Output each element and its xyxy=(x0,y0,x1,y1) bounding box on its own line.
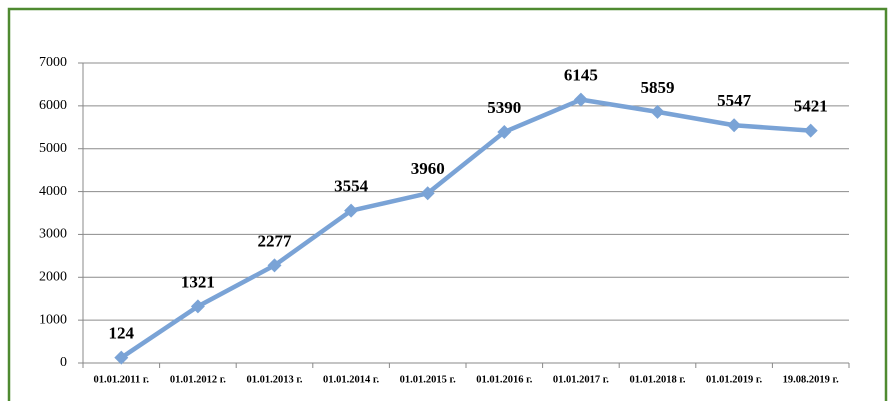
data-label: 1321 xyxy=(181,272,215,291)
x-tick-label: 01.01.2019 г. xyxy=(706,374,762,385)
data-label: 5421 xyxy=(794,97,828,116)
x-tick-label: 01.01.2015 г. xyxy=(400,374,456,385)
y-tick-label: 1000 xyxy=(39,312,67,327)
x-tick-label: 01.01.2017 г. xyxy=(553,374,609,385)
y-tick-label: 4000 xyxy=(39,184,67,199)
y-tick-label: 3000 xyxy=(39,227,67,242)
marker xyxy=(573,92,588,107)
marker xyxy=(344,203,359,218)
x-tick-label: 01.01.2016 г. xyxy=(476,374,532,385)
y-tick-label: 7000 xyxy=(39,55,67,70)
marker xyxy=(803,123,818,138)
y-tick-label: 6000 xyxy=(39,98,67,113)
frame xyxy=(7,7,888,401)
marker xyxy=(114,350,129,365)
y-tick-label: 2000 xyxy=(39,270,67,285)
data-label: 2277 xyxy=(258,231,293,250)
data-label: 5859 xyxy=(641,78,675,97)
data-label: 5547 xyxy=(717,91,752,110)
marker xyxy=(190,299,205,314)
x-tick-label: 01.01.2013 г. xyxy=(246,374,302,385)
y-tick-label: 5000 xyxy=(39,141,67,156)
x-tick-label: 01.01.2011 г. xyxy=(94,374,150,385)
data-label: 3960 xyxy=(411,159,445,178)
marker xyxy=(650,104,665,119)
x-tick-label: 01.01.2012 г. xyxy=(170,374,226,385)
y-tick-label: 0 xyxy=(60,355,67,370)
marker xyxy=(420,186,435,201)
data-label: 5390 xyxy=(487,98,521,117)
data-label: 6145 xyxy=(564,66,598,85)
x-tick-label: 01.01.2014 г. xyxy=(323,374,379,385)
data-label: 3554 xyxy=(334,177,369,196)
marker xyxy=(267,258,282,273)
x-tick-label: 19.08.2019 г. xyxy=(783,374,839,385)
line xyxy=(120,97,811,360)
x-tick-label: 01.01.2018 г. xyxy=(629,374,685,385)
data-label: 124 xyxy=(109,324,135,343)
marker xyxy=(497,125,512,139)
marker xyxy=(727,118,742,133)
